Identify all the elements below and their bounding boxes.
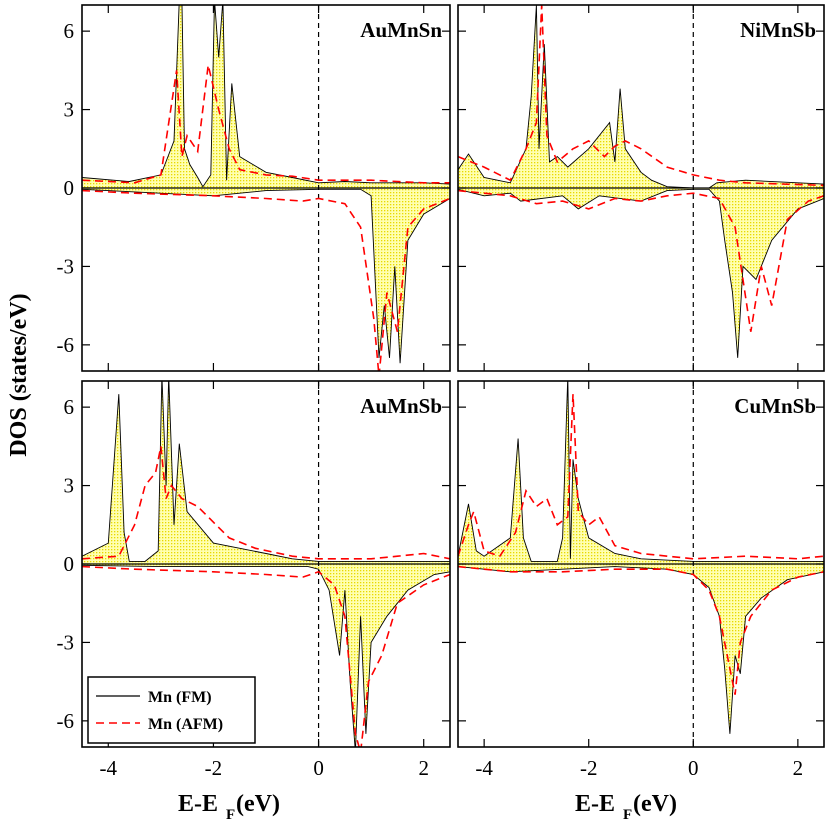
y-tick-label-aumnsn-0: 6 (64, 19, 75, 43)
fm-up-line-nimnsb (458, 5, 824, 189)
x-tick-label-aumnsb-0: -4 (100, 756, 118, 780)
panel-label-aumnsb: AuMnSb (360, 394, 442, 418)
x-axis-title-right-unit: (eV) (633, 791, 677, 817)
panel-label-cumnsb: CuMnSb (734, 394, 816, 418)
x-tick-label-cumnsb-1: -2 (580, 756, 598, 780)
plot-area-nimnsb (458, 5, 824, 371)
afm-up-line-nimnsb (458, 5, 824, 187)
afm-down-line-cumnsb (458, 565, 824, 695)
fm-down-fill-aumnsn (82, 188, 450, 364)
panel-cumnsb: -4 -2 0 2 CuMnSb (457, 380, 825, 780)
x-axis-title-left-unit: (eV) (236, 791, 280, 817)
fm-up-line-aumnsn (82, 5, 450, 188)
x-axis-title-left-main: E-E (178, 791, 218, 817)
fm-down-fill-cumnsb (458, 564, 824, 734)
y-tick-label-aumnsb-3: -3 (57, 630, 75, 654)
fm-down-fill-aumnsb (82, 564, 450, 747)
x-tick-label-cumnsb-0: -4 (475, 756, 493, 780)
fm-down-line-cumnsb (458, 566, 824, 734)
panel-nimnsb: NiMnSb (457, 4, 825, 372)
legend-fm-label: Mn (FM) (148, 689, 212, 706)
y-tick-label-aumnsn-3: -3 (57, 254, 75, 278)
legend-afm-label: Mn (AFM) (148, 716, 223, 733)
x-tick-label-aumnsb-3: 2 (418, 756, 429, 780)
fm-down-line-aumnsn (82, 188, 450, 364)
plot-area-aumnsn (82, 5, 450, 371)
afm-up-line-cumnsb (458, 394, 824, 560)
afm-down-line-aumnsb (82, 565, 450, 747)
plot-area-aumnsb (82, 381, 450, 747)
afm-down-line-nimnsb (458, 189, 824, 332)
panel-label-aumnsn: AuMnSn (360, 18, 442, 42)
legend-box (87, 676, 256, 744)
panel-label-nimnsb: NiMnSb (740, 18, 816, 42)
panel-aumnsn: 6 3 0 -3 -6 AuMnSn (57, 4, 451, 372)
fm-down-fill-nimnsb (458, 188, 824, 358)
afm-down-line-aumnsn (82, 189, 450, 371)
fm-up-fill-aumnsn (82, 5, 450, 188)
y-tick-label-aumnsb-0: 6 (64, 395, 75, 419)
y-tick-label-aumnsb-4: -6 (57, 709, 75, 733)
x-axis-title-right-sub: F (623, 807, 632, 823)
plot-area-cumnsb (458, 381, 824, 747)
y-axis-title: DOS (states/eV) (6, 293, 32, 456)
afm-up-line-aumnsb (82, 446, 450, 560)
x-tick-label-cumnsb-2: 0 (688, 756, 699, 780)
y-tick-label-aumnsb-2: 0 (64, 552, 75, 576)
x-tick-label-aumnsb-2: 0 (313, 756, 324, 780)
y-tick-label-aumnsn-1: 3 (64, 98, 75, 122)
x-axis-title-left-sub: F (226, 807, 235, 823)
fm-down-line-nimnsb (458, 188, 824, 358)
x-tick-label-cumnsb-3: 2 (793, 756, 804, 780)
x-axis-title-right-main: E-E (575, 791, 615, 817)
y-tick-label-aumnsb-1: 3 (64, 474, 75, 498)
legend: Mn (FM) Mn (AFM) (87, 676, 256, 744)
x-axis-title-left: E-E F (eV) (178, 791, 280, 823)
y-tick-label-aumnsn-4: -6 (57, 333, 75, 357)
panel-aumnsb: -4 -2 0 2 6 3 0 -3 -6 AuMnSb (57, 380, 451, 780)
x-axis-title-right: E-E F (eV) (575, 791, 677, 823)
afm-up-line-aumnsn (82, 64, 450, 184)
x-tick-label-aumnsb-1: -2 (205, 756, 223, 780)
y-tick-label-aumnsn-2: 0 (64, 176, 75, 200)
